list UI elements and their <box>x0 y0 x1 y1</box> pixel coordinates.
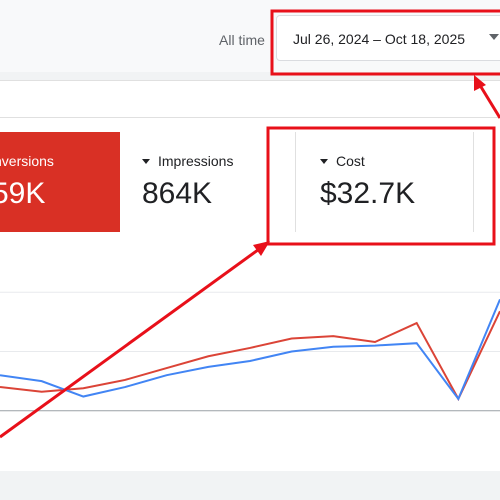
metric-impressions-label: Impressions <box>158 153 234 169</box>
metric-cost-label: Cost <box>336 153 365 169</box>
date-range-dropdown[interactable]: Jul 26, 2024 – Oct 18, 2025 <box>276 15 500 61</box>
metric-impressions-value: 864K <box>142 177 213 210</box>
metric-tiles: nversions 59K Impressions 864K Cost $32.… <box>0 132 500 232</box>
toolbar: All time Jul 26, 2024 – Oct 18, 2025 <box>0 0 500 72</box>
metric-cost[interactable]: Cost $32.7K <box>296 132 474 232</box>
metric-impressions[interactable]: Impressions 864K <box>120 132 296 232</box>
metric-conversions-label: nversions <box>0 153 54 169</box>
metric-conversions-value: 59K <box>0 177 46 210</box>
metric-cost-value: $32.7K <box>320 177 416 210</box>
caret-down-icon[interactable] <box>320 158 328 164</box>
series-line-1 <box>0 298 500 401</box>
performance-chart <box>0 291 500 412</box>
metric-conversions[interactable]: nversions 59K <box>0 132 120 232</box>
chevron-down-icon[interactable] <box>489 34 499 40</box>
range-label: All time <box>219 32 265 48</box>
caret-down-icon[interactable] <box>142 158 150 164</box>
card-divider <box>0 117 500 118</box>
date-range-text: Jul 26, 2024 – Oct 18, 2025 <box>293 31 466 47</box>
